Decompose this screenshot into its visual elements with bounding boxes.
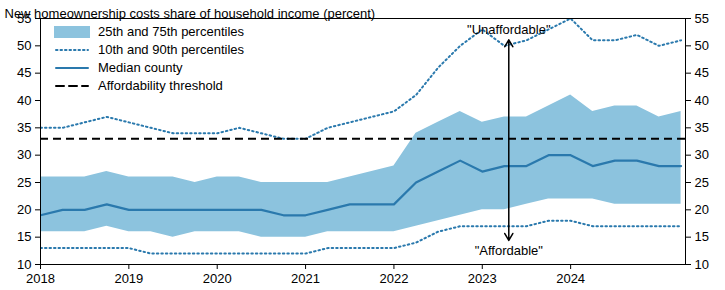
svg-text:45: 45 [17, 65, 31, 80]
svg-text:55: 55 [695, 11, 709, 26]
svg-text:2022: 2022 [379, 271, 408, 286]
svg-text:2019: 2019 [114, 271, 143, 286]
svg-text:40: 40 [695, 93, 709, 108]
svg-text:10: 10 [695, 257, 709, 272]
svg-text:40: 40 [17, 93, 31, 108]
html-text:Affordability threshold: Affordability threshold [98, 78, 223, 93]
svg-text:"Affordable": "Affordable" [475, 243, 544, 258]
svg-text:15: 15 [695, 229, 709, 244]
svg-text:50: 50 [695, 38, 709, 53]
svg-text:2023: 2023 [468, 271, 497, 286]
svg-text:45: 45 [695, 65, 709, 80]
svg-text:New homeownership costs share: New homeownership costs share of househo… [5, 6, 376, 21]
svg-text:25: 25 [17, 175, 31, 190]
html-text:10th and 90th percentiles: 10th and 90th percentiles [98, 42, 244, 57]
svg-text:25: 25 [695, 175, 709, 190]
svg-text:2021: 2021 [291, 271, 320, 286]
svg-text:30: 30 [695, 147, 709, 162]
html-text:25th and 75th percentiles: 25th and 75th percentiles [98, 24, 244, 39]
html-text:Median county: Median county [98, 60, 183, 75]
svg-text:"Unaffordable": "Unaffordable" [467, 22, 551, 37]
svg-text:15: 15 [17, 229, 31, 244]
svg-text:2024: 2024 [556, 271, 585, 286]
svg-text:30: 30 [17, 147, 31, 162]
svg-text:20: 20 [695, 202, 709, 217]
svg-text:10: 10 [17, 257, 31, 272]
svg-text:2018: 2018 [26, 271, 55, 286]
svg-text:2020: 2020 [203, 271, 232, 286]
svg-text:20: 20 [17, 202, 31, 217]
svg-text:35: 35 [695, 120, 709, 135]
svg-text:35: 35 [17, 120, 31, 135]
svg-text:50: 50 [17, 38, 31, 53]
